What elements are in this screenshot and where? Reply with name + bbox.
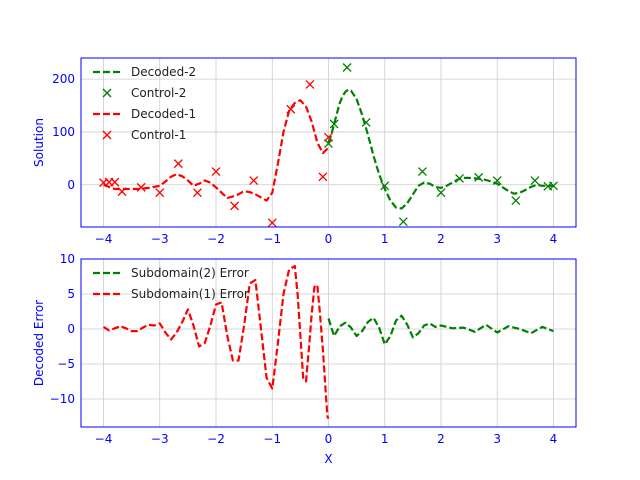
legend-marker-swatch bbox=[103, 89, 111, 97]
data-point-control-2 bbox=[343, 64, 351, 72]
data-point-control-1 bbox=[287, 105, 295, 113]
y-tick-label: 200 bbox=[52, 72, 75, 86]
data-point-control-1 bbox=[231, 202, 239, 210]
x-tick-label: −4 bbox=[95, 432, 113, 446]
legend-label: Decoded-2 bbox=[131, 65, 196, 79]
y-tick-label: −10 bbox=[50, 392, 75, 406]
data-point-control-2 bbox=[475, 173, 483, 181]
x-tick-label: 3 bbox=[493, 232, 501, 246]
data-point-control-1 bbox=[250, 177, 258, 185]
x-tick-label: 3 bbox=[493, 432, 501, 446]
x-tick-label: −4 bbox=[95, 232, 113, 246]
x-tick-label: 1 bbox=[381, 432, 389, 446]
solution-panel: −4 −3 −2 −1 0 1 2 3 4 0 100 200 Solution Decoded-2 Con… bbox=[32, 58, 576, 246]
legend: Decoded-2 Control-2 Decoded-1 Control-1 bbox=[93, 65, 196, 142]
y-axis-label: Decoded Error bbox=[32, 300, 46, 386]
y-tick-label: −5 bbox=[57, 357, 75, 371]
y-tick-label: 10 bbox=[60, 252, 75, 266]
legend-label: Decoded-1 bbox=[131, 107, 196, 121]
data-point-control-2 bbox=[531, 177, 539, 185]
data-point-control-1 bbox=[319, 173, 327, 181]
x-tick-label: −2 bbox=[207, 432, 225, 446]
data-point-control-1 bbox=[174, 160, 182, 168]
x-tick-label: −3 bbox=[151, 432, 169, 446]
x-tick-label: −1 bbox=[263, 232, 281, 246]
x-tick-label: −3 bbox=[151, 232, 169, 246]
legend-label: Subdomain(1) Error bbox=[131, 287, 249, 301]
y-tick-label: 5 bbox=[67, 287, 75, 301]
x-tick-label: −1 bbox=[263, 432, 281, 446]
y-axis-label: Solution bbox=[32, 118, 46, 167]
x-tick-label: 1 bbox=[381, 232, 389, 246]
legend-label: Control-2 bbox=[131, 86, 186, 100]
data-point-control-1 bbox=[306, 80, 314, 88]
y-tick-label: 0 bbox=[67, 322, 75, 336]
data-point-control-2 bbox=[399, 218, 407, 226]
data-point-control-2 bbox=[418, 168, 426, 176]
x-tick-label: −2 bbox=[207, 232, 225, 246]
data-point-control-1 bbox=[118, 188, 126, 196]
legend: Subdomain(2) Error Subdomain(1) Error bbox=[93, 266, 249, 301]
x-tick-label: 4 bbox=[550, 432, 558, 446]
x-tick-label: 2 bbox=[437, 432, 445, 446]
x-tick-label: 0 bbox=[325, 432, 333, 446]
x-tick-label: 4 bbox=[550, 232, 558, 246]
legend-label: Subdomain(2) Error bbox=[131, 266, 249, 280]
y-tick-label: 0 bbox=[67, 178, 75, 192]
y-tick-label: 100 bbox=[52, 125, 75, 139]
legend-label: Control-1 bbox=[131, 128, 186, 142]
x-tick-label: 2 bbox=[437, 232, 445, 246]
data-point-control-2 bbox=[456, 174, 464, 182]
data-point-control-1 bbox=[193, 189, 201, 197]
x-axis-label: X bbox=[324, 452, 332, 466]
data-point-control-2 bbox=[512, 197, 520, 205]
x-tick-label: 0 bbox=[325, 232, 333, 246]
